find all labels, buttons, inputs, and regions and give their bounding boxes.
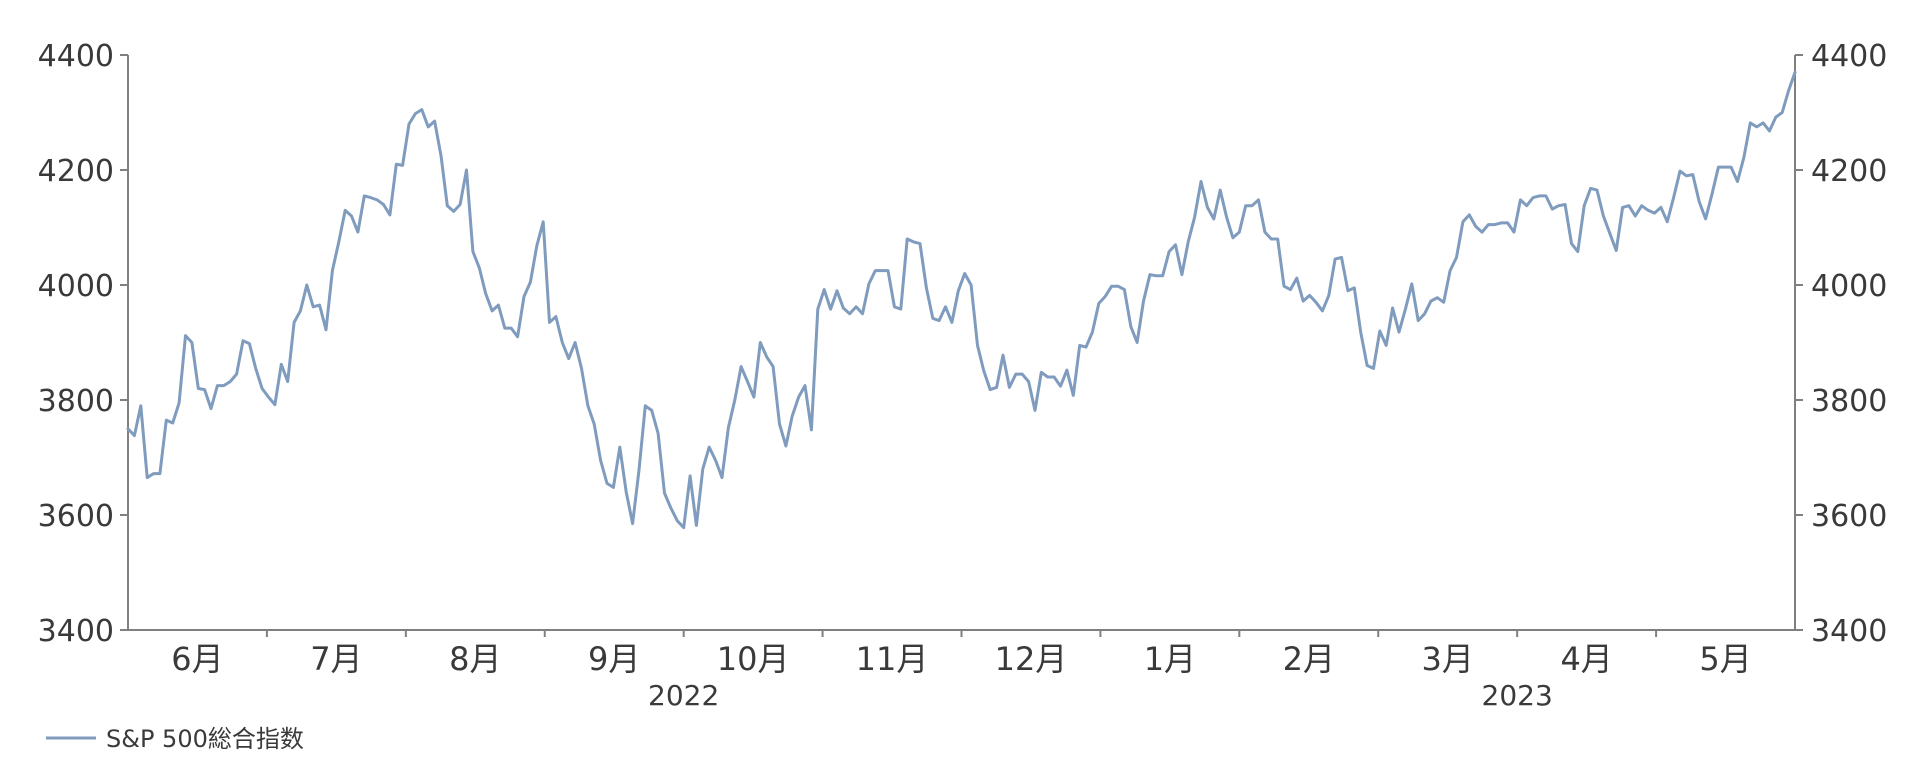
- right-y-tick-label: 3600: [1811, 499, 1887, 534]
- x-month-label: 4月: [1560, 640, 1612, 678]
- x-month-label: 3月: [1422, 640, 1474, 678]
- series-layer: [126, 70, 1797, 530]
- right-y-tick-label: 4400: [1811, 39, 1887, 74]
- x-month-label: 12月: [995, 640, 1068, 678]
- right-y-tick-label: 4200: [1811, 154, 1887, 189]
- left-y-tick-label: 4200: [38, 154, 114, 189]
- series-line-sp500: [126, 70, 1797, 530]
- right-y-tick-label: 3400: [1811, 614, 1887, 649]
- x-month-label: 6月: [171, 640, 223, 678]
- left-y-tick-label: 4000: [38, 269, 114, 304]
- axes-layer: [127, 55, 1796, 631]
- ticks-layer: 3400 3400 3600 3600 3800 3800 4000 4000 4200 4200…: [38, 39, 1888, 712]
- left-y-tick-label: 3600: [38, 499, 114, 534]
- x-year-label: 2022: [648, 679, 719, 712]
- x-month-label: 5月: [1699, 640, 1751, 678]
- x-month-label: 1月: [1144, 640, 1196, 678]
- x-month-label: 2月: [1283, 640, 1335, 678]
- right-y-tick-label: 3800: [1811, 384, 1887, 419]
- left-y-tick-label: 4400: [38, 39, 114, 74]
- x-year-label: 2023: [1482, 679, 1553, 712]
- x-month-label: 9月: [588, 640, 640, 678]
- x-month-label: 8月: [449, 640, 501, 678]
- x-month-label: 11月: [856, 640, 929, 678]
- left-y-tick-label: 3400: [38, 614, 114, 649]
- legend-label-sp500: S&P 500総合指数: [106, 725, 304, 753]
- left-y-tick-label: 3800: [38, 384, 114, 419]
- right-y-tick-label: 4000: [1811, 269, 1887, 304]
- legend: S&P 500総合指数: [46, 725, 304, 753]
- x-month-label: 7月: [310, 640, 362, 678]
- x-month-label: 10月: [717, 640, 790, 678]
